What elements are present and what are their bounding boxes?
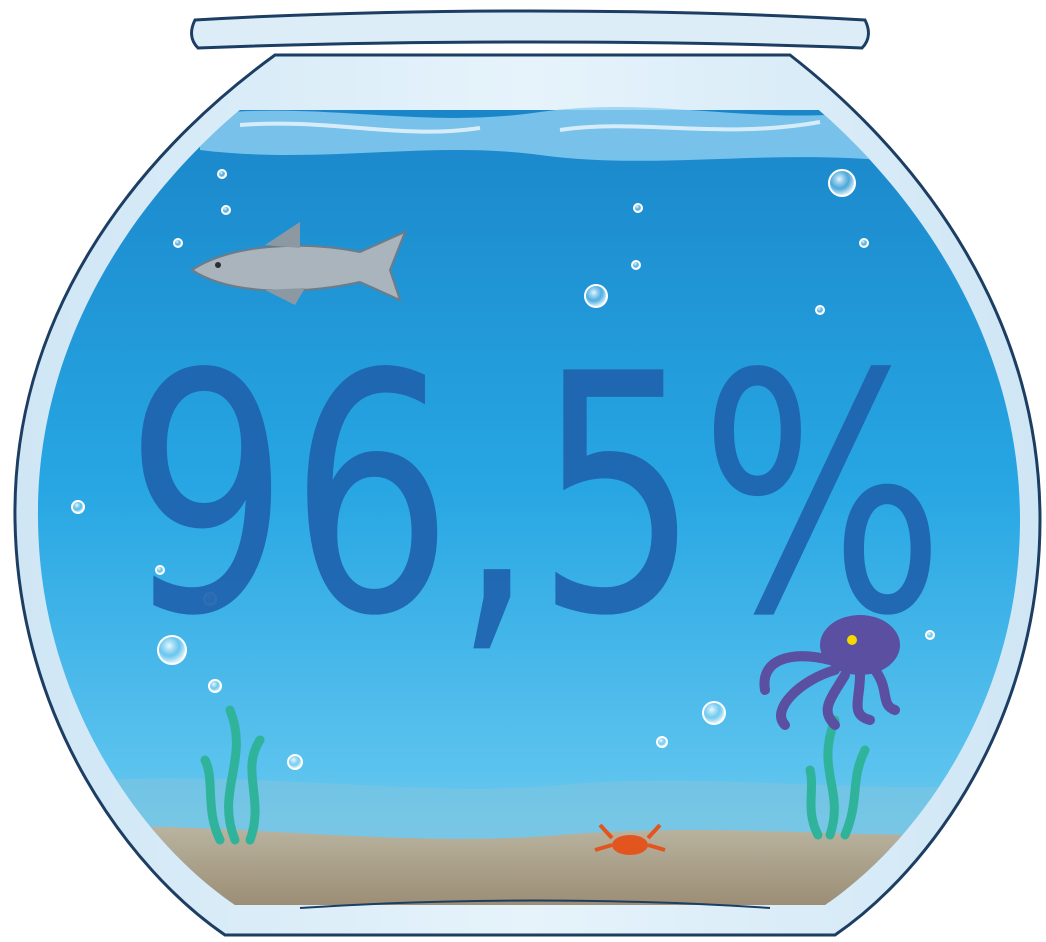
headline-percentage: 96,5% <box>125 304 945 688</box>
page: {"headline": "96,5%"} <box>0 0 1046 942</box>
bowl-rim <box>192 11 869 48</box>
fishbowl-illustration: 96,5% <box>0 0 1046 942</box>
